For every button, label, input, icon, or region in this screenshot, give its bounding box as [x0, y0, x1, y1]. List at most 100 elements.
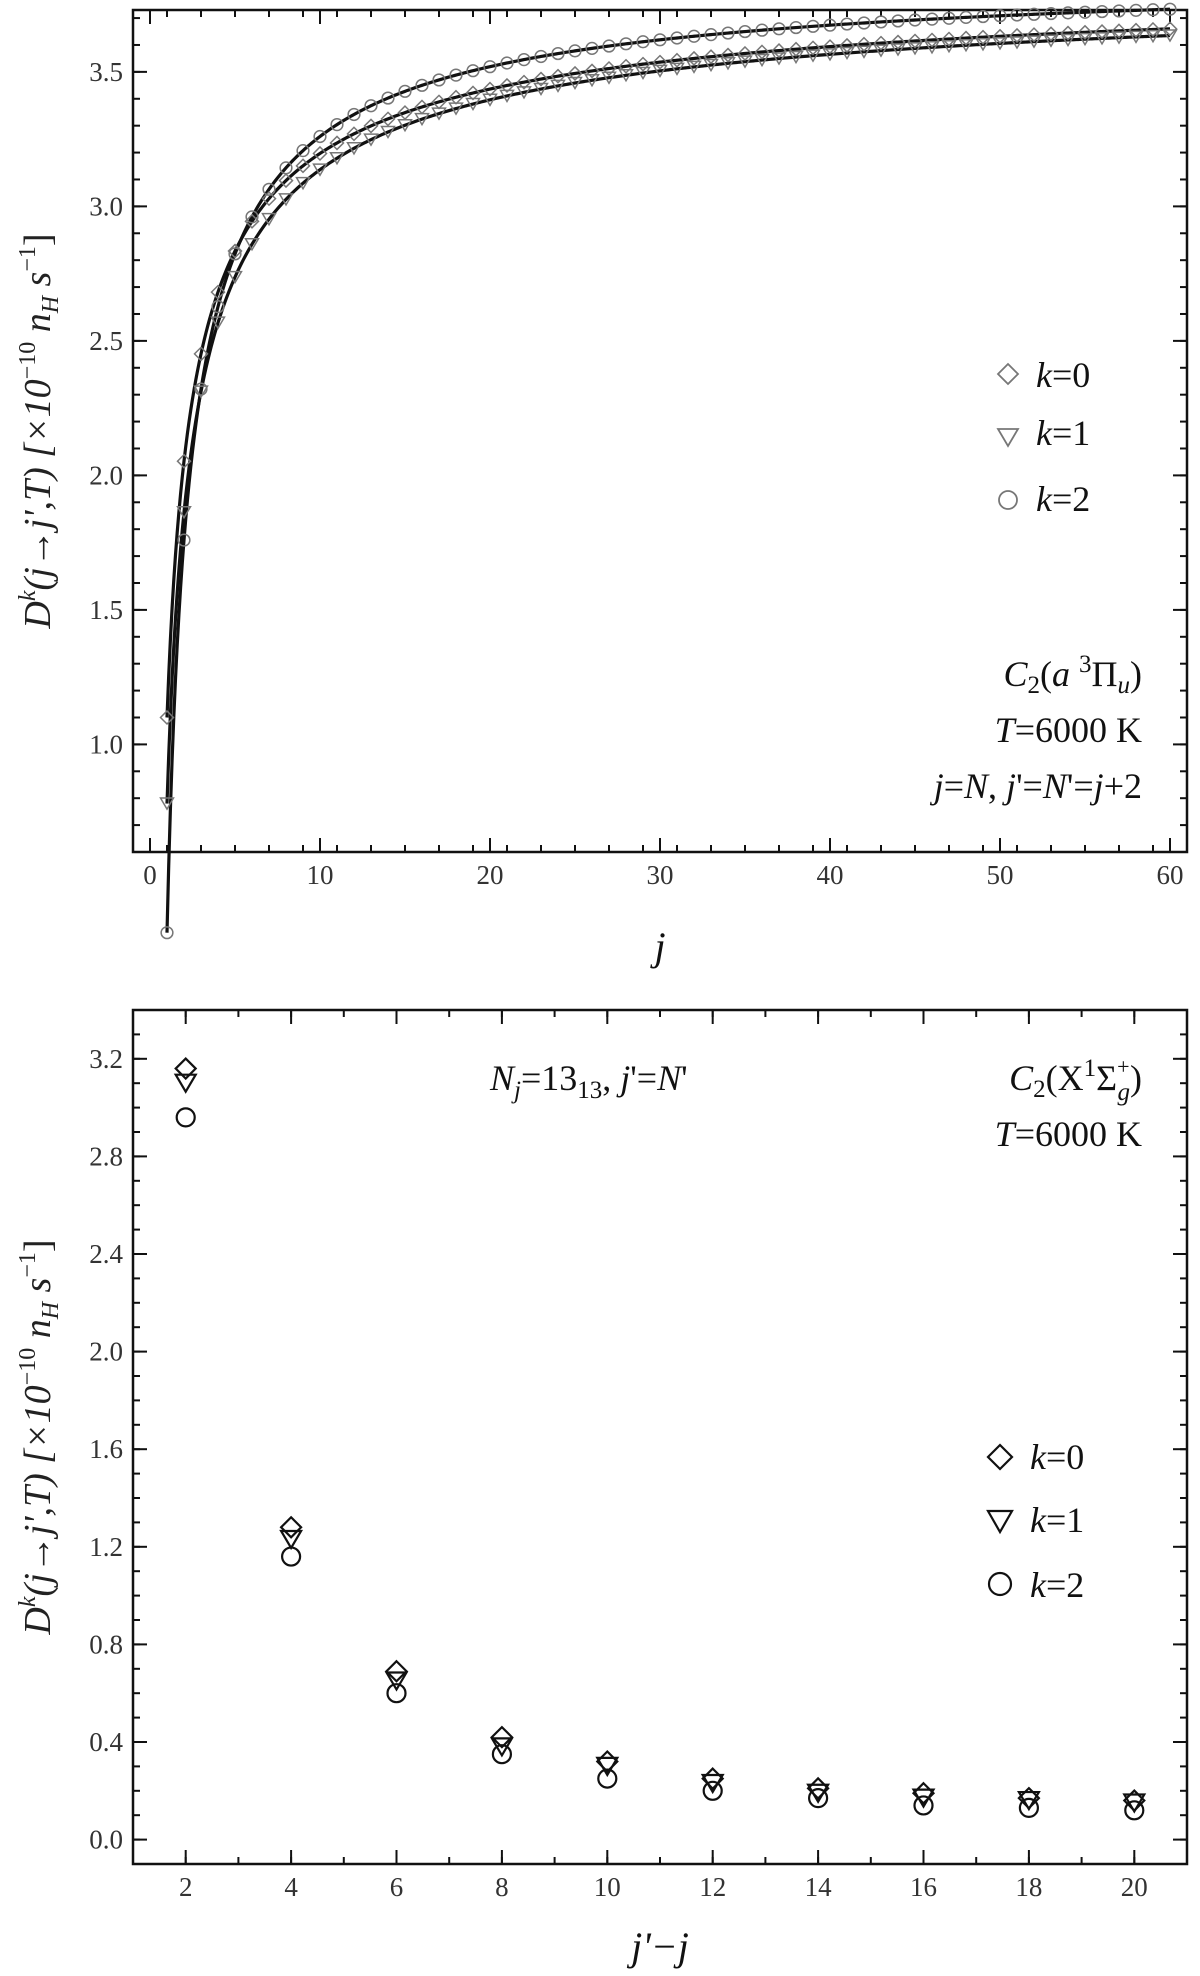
data-point-k=2: [908, 13, 922, 27]
data-point-k=0: [839, 37, 855, 53]
data-point-k=0: [1026, 27, 1042, 43]
bottom-legend-circle-marker: [987, 1571, 1013, 1597]
data-point-k=1: [363, 133, 379, 147]
data-point-k=1: [992, 37, 1008, 51]
y-tick-label: 0.8: [89, 1629, 123, 1659]
data-point-k=2: [194, 382, 208, 396]
bot-annot-close: ): [1130, 1058, 1142, 1098]
data-point-k=2: [755, 23, 769, 37]
top-legend-label-k1: k=1: [1036, 413, 1090, 453]
data-point-k=0: [465, 85, 481, 101]
data-point-k=1: [873, 44, 889, 58]
data-point-k=2: [228, 247, 242, 261]
data-point-k=2: [415, 78, 429, 92]
data-point-k=2: [670, 31, 684, 45]
data-point-k=0: [873, 35, 889, 51]
data-point-k=2: [313, 129, 327, 144]
data-point-k=2: [364, 99, 378, 113]
data-point-k=2: [721, 26, 735, 40]
x-tick-label: 4: [284, 1872, 298, 1902]
data-point-k=0: [975, 29, 991, 45]
top-ylabel-close: ]: [17, 233, 59, 246]
data-point-k=1: [1060, 33, 1076, 47]
data-point-k=1: [584, 73, 600, 88]
y-tick-label: 2.8: [89, 1141, 123, 1171]
data-point-k=2: [702, 1780, 723, 1801]
data-point-k=0: [499, 77, 515, 94]
data-point-k=2: [1078, 5, 1092, 19]
bottom-x-tick-labels: 2 4 6 8 10 12 14 16 18 20: [179, 1872, 1148, 1902]
bot-ylabel-exp: −10: [15, 1348, 41, 1386]
data-point-k=2: [449, 68, 463, 82]
data-point-k=0: [567, 65, 583, 82]
data-point-k=1: [720, 57, 736, 71]
data-point-k=0: [295, 158, 311, 174]
x-tick-label: 30: [647, 860, 674, 890]
bottom-legend-k2-rest: =2: [1046, 1565, 1084, 1605]
top-legend-triangle-marker: [996, 428, 1020, 448]
x-tick-label: 60: [1157, 860, 1184, 890]
top-annotation-quantum-numbers: j=N, j'=N'=j+2: [930, 766, 1142, 806]
data-point-k=2: [687, 29, 701, 43]
data-point-k=0: [210, 284, 226, 300]
data-point-k=0: [890, 34, 906, 50]
data-point-k=0: [635, 56, 651, 72]
data-point-k=0: [1077, 24, 1093, 40]
bottom-axis-ticks: [132, 1009, 1188, 1865]
data-point-k=1: [595, 1756, 620, 1778]
bot-annot-mult: 1: [1084, 1055, 1097, 1082]
top-ylabel-k: k: [15, 590, 41, 601]
data-point-k=2: [177, 533, 191, 547]
data-point-k=0: [261, 191, 277, 207]
y-tick-label: 2.5: [89, 326, 123, 356]
top-ylabel-d: D: [17, 601, 59, 629]
y-tick-label: 0.4: [89, 1727, 123, 1757]
data-point-k=2: [653, 33, 667, 47]
data-point-k=2: [636, 35, 650, 49]
data-point-k=1: [550, 79, 566, 93]
top-legend-circle-marker: [998, 490, 1018, 510]
bottom-legend-label-k0: k=0: [1030, 1437, 1084, 1477]
data-point-k=0: [958, 30, 974, 46]
bot-annot-t: T: [995, 1114, 1018, 1154]
data-point-k=1: [856, 45, 872, 59]
bot-annot-n2: N: [656, 1058, 683, 1098]
data-point-k=0: [1060, 25, 1076, 41]
data-point-k=2: [517, 53, 531, 67]
data-point-k=2: [500, 56, 514, 70]
bot-annot-sigma: Σ: [1096, 1058, 1117, 1098]
data-point-k=2: [738, 24, 752, 39]
data-point-k=0: [788, 41, 804, 57]
data-point-k=2: [1112, 4, 1126, 18]
bot-ylabel-s: s: [17, 1278, 59, 1302]
data-point-k=0: [244, 213, 260, 229]
x-tick-label: 6: [390, 1872, 404, 1902]
y-tick-label: 3.5: [89, 57, 123, 87]
top-annot-c: C: [1003, 654, 1028, 694]
data-point-k=0: [941, 31, 957, 47]
data-point-k=1: [669, 62, 685, 76]
data-point-k=1: [890, 43, 906, 57]
data-point-k=0: [1111, 23, 1127, 39]
x-tick-label: 14: [805, 1872, 833, 1902]
data-point-k=2: [976, 9, 990, 24]
bottom-data-markers: [173, 1057, 1147, 1821]
top-legend-entry-k2: k=2: [998, 479, 1090, 519]
bottom-legend-k1-k: k: [1030, 1500, 1047, 1540]
bottom-legend-entry-k2: k=2: [987, 1565, 1084, 1605]
top-annotation-temperature: T=6000 K: [995, 710, 1142, 750]
top-legend-k1-rest: =1: [1052, 413, 1090, 453]
data-point-k=2: [398, 84, 412, 98]
y-tick-label: 2.4: [89, 1239, 123, 1269]
data-point-k=0: [533, 71, 549, 87]
data-point-k=2: [1061, 6, 1075, 20]
data-point-k=2: [432, 73, 446, 87]
data-point-k=1: [312, 163, 328, 177]
bottom-legend-k2-k: k: [1030, 1565, 1047, 1605]
top-annot-eq2: '=: [1016, 766, 1043, 806]
data-point-k=0: [686, 50, 702, 66]
data-point-k=2: [1010, 8, 1024, 22]
data-point-k=1: [822, 48, 838, 62]
data-point-k=0: [771, 43, 787, 59]
data-point-k=1: [703, 58, 719, 73]
